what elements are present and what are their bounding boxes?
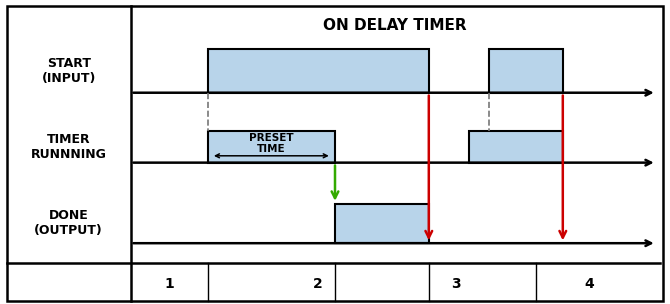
Text: PRESET
TIME: PRESET TIME <box>249 133 293 154</box>
Text: 2: 2 <box>314 277 323 291</box>
Text: TIMER
RUNNNING: TIMER RUNNNING <box>31 133 107 161</box>
FancyBboxPatch shape <box>208 131 335 163</box>
FancyBboxPatch shape <box>7 6 663 301</box>
Text: 3: 3 <box>451 277 460 291</box>
FancyBboxPatch shape <box>208 49 429 93</box>
Text: ON DELAY TIMER: ON DELAY TIMER <box>324 18 467 33</box>
FancyBboxPatch shape <box>489 49 563 93</box>
FancyBboxPatch shape <box>469 131 563 163</box>
Text: 4: 4 <box>585 277 594 291</box>
Text: 1: 1 <box>164 277 174 291</box>
Text: START
(INPUT): START (INPUT) <box>42 57 96 85</box>
Text: DONE
(OUTPUT): DONE (OUTPUT) <box>34 209 103 237</box>
FancyBboxPatch shape <box>335 204 429 243</box>
